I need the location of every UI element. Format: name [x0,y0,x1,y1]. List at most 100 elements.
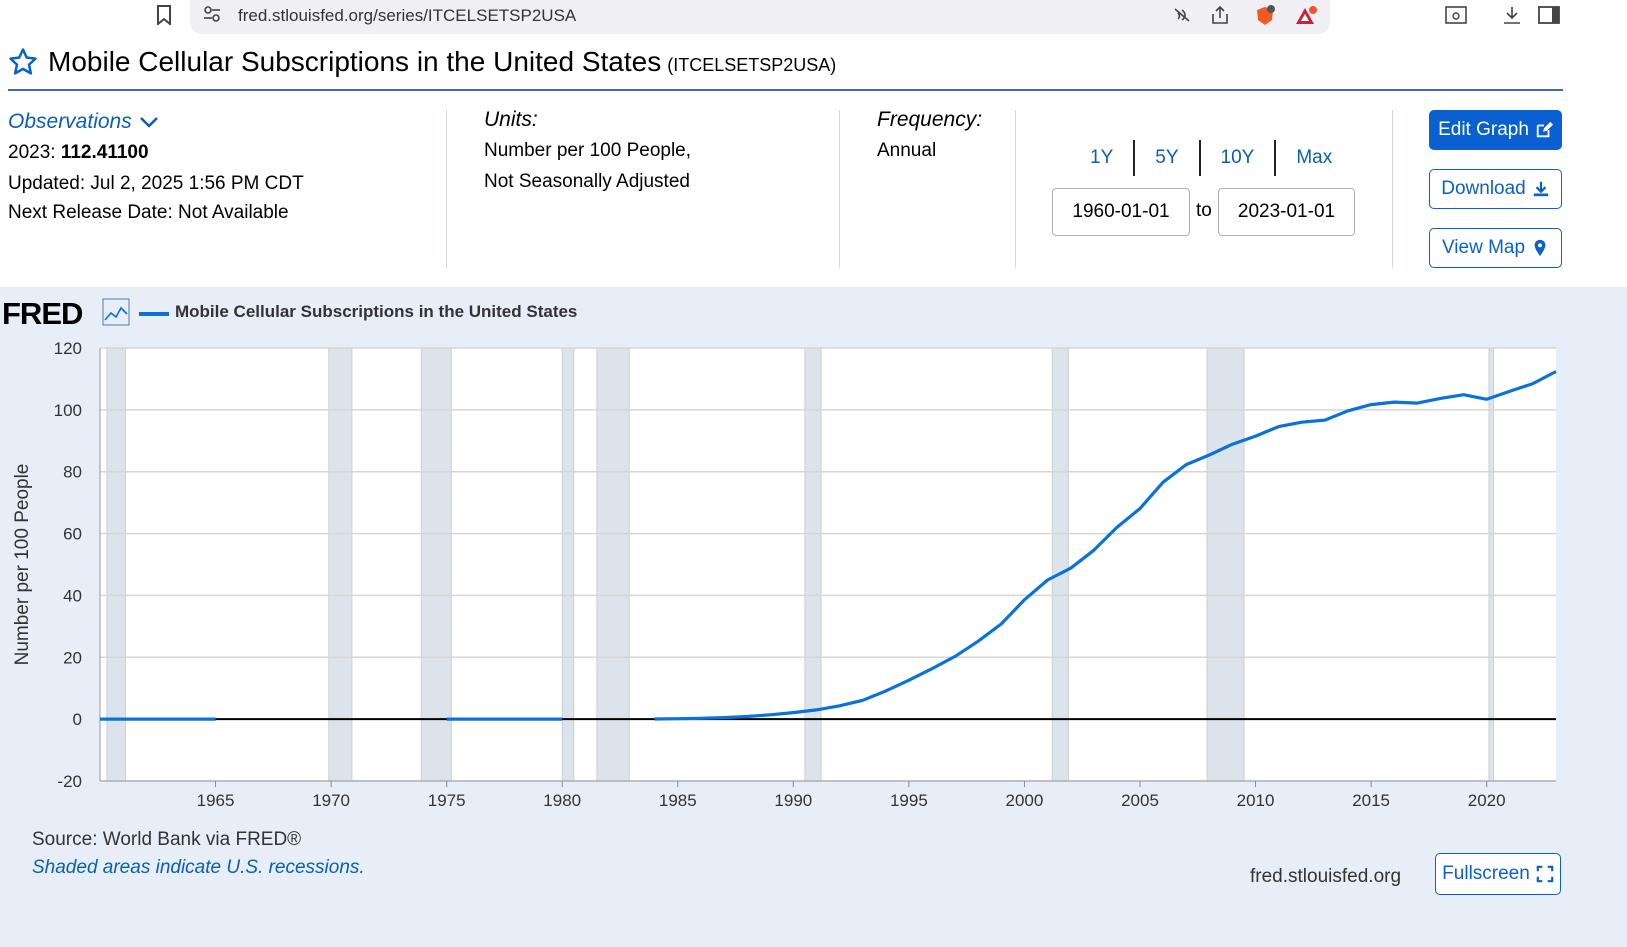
column-divider [1392,110,1393,268]
sidebar-toggle-icon[interactable] [1538,5,1560,30]
recession-band [804,347,822,782]
legend-label: Mobile Cellular Subscriptions in the Uni… [175,302,578,321]
x-tick-label: 2015 [1352,791,1390,810]
end-date-input[interactable]: 2023-01-01 [1218,188,1355,236]
range-5y-button[interactable]: 5Y [1155,147,1179,168]
x-tick-label: 1975 [428,791,466,810]
column-divider [839,110,840,268]
observations-dropdown[interactable]: Observations [8,106,304,137]
y-tick-label: 100 [54,401,82,420]
frequency-value: Annual [877,140,937,161]
title-row: Mobile Cellular Subscriptions in the Uni… [8,42,836,82]
recession-band [106,347,126,782]
title-divider [8,89,1563,91]
share-icon[interactable] [1210,5,1230,30]
latest-year: 2023: [8,142,56,163]
series-line [654,370,1557,721]
range-divider [1274,140,1277,176]
download-icon[interactable] [1532,180,1550,198]
start-date-input[interactable]: 1960-01-01 [1052,188,1190,236]
y-tick-label: 0 [73,710,82,729]
site-settings-icon[interactable] [203,5,221,28]
bookmark-icon[interactable] [156,5,172,30]
brave-shield-icon[interactable] [1254,5,1276,32]
units-line-2: Not Seasonally Adjusted [484,171,690,192]
to-label: to [1196,200,1212,221]
range-divider [1198,140,1201,176]
range-buttons: 1Y 5Y 10Y Max [1070,140,1352,176]
x-tick-label: 2010 [1237,791,1275,810]
map-pin-icon[interactable] [1531,239,1549,257]
y-tick-label: 80 [63,463,82,482]
units-label: Units: [484,108,538,131]
download-tray-icon[interactable] [1502,5,1522,30]
plot-area [100,348,1556,781]
url-text[interactable]: fred.stlouisfed.org/series/ITCELSETSP2US… [238,6,577,25]
line-graph-icon [102,298,130,326]
legend-swatch [139,312,169,316]
address-bar[interactable] [190,0,1330,34]
units-block: Units: Number per 100 People, Not Season… [484,104,691,197]
x-tick-label: 2000 [1006,791,1044,810]
y-tick-label: -20 [57,772,82,791]
recession-band [596,347,630,782]
x-tick-label: 1995 [890,791,928,810]
y-tick-label: 60 [63,525,82,544]
observations-block: Observations 2023: 112.41100 Updated: Ju… [8,106,304,228]
latest-observation: 2023: 112.41100 [8,137,304,168]
site-credit: fred.stlouisfed.org [1250,866,1402,887]
view-map-label[interactable]: View Map [1441,237,1526,258]
download-label[interactable]: Download [1441,178,1526,199]
fred-logo: FRED [2,296,83,331]
x-tick-label: 2005 [1121,791,1159,810]
recession-band [1488,347,1495,782]
edit-icon[interactable] [1535,121,1553,139]
fullscreen-icon[interactable] [1536,865,1554,883]
reader-mode-icon[interactable] [1445,5,1467,30]
line-chart: 120 100 80 60 40 20 0 -20 1965 1970 1975 1980 1985 19… [12,339,1557,810]
brave-rewards-icon[interactable] [1294,5,1318,32]
series-id: (ITCELSETSP2USA) [667,54,837,75]
edit-graph-label[interactable]: Edit Graph [1438,119,1529,140]
y-tick-label: 120 [54,339,82,358]
source-text: Source: World Bank via FRED® [32,829,302,850]
chevron-down-icon[interactable] [138,115,160,129]
page-title: Mobile Cellular Subscriptions in the Uni… [48,46,662,77]
next-release-text: Next Release Date: Not Available [8,202,289,223]
x-tick-label: 2020 [1468,791,1506,810]
recession-band [1051,347,1069,782]
y-tick-label: 20 [63,648,82,667]
x-tick-label: 1965 [197,791,235,810]
recession-band [561,347,575,782]
recession-band [1206,347,1245,782]
recession-note-link[interactable]: Shaded areas indicate U.S. recessions. [32,857,365,878]
x-tick-label: 1990 [774,791,812,810]
recession-band [328,347,353,782]
favorite-star-icon[interactable] [8,47,38,77]
recession-band [420,347,452,782]
range-10y-button[interactable]: 10Y [1220,147,1255,168]
y-tick-label: 40 [63,586,82,605]
updated-text: Updated: Jul 2, 2025 1:56 PM CDT [8,173,304,194]
column-divider [446,110,447,268]
edit-graph-button[interactable]: Edit Graph [1429,110,1562,150]
frequency-block: Frequency: Annual [877,104,982,166]
download-button[interactable]: Download [1429,169,1562,209]
units-line-1: Number per 100 People, [484,140,692,161]
x-tick-label: 1980 [543,791,581,810]
fullscreen-label[interactable]: Fullscreen [1442,863,1530,884]
range-divider [1133,140,1136,176]
browser-toolbar: fred.stlouisfed.org/series/ITCELSETSP2US… [0,0,1627,36]
read-aloud-icon[interactable] [1172,5,1192,30]
range-1y-button[interactable]: 1Y [1090,147,1114,168]
range-max-button[interactable]: Max [1296,147,1333,168]
x-tick-label: 1985 [659,791,697,810]
latest-value: 112.41100 [60,142,149,163]
observations-label[interactable]: Observations [8,110,132,133]
fullscreen-button[interactable]: Fullscreen [1435,853,1561,895]
x-tick-label: 1970 [312,791,350,810]
column-divider [1015,110,1016,268]
frequency-label: Frequency: [877,108,983,131]
view-map-button[interactable]: View Map [1429,228,1562,268]
y-axis-label: Number per 100 People [12,464,33,666]
